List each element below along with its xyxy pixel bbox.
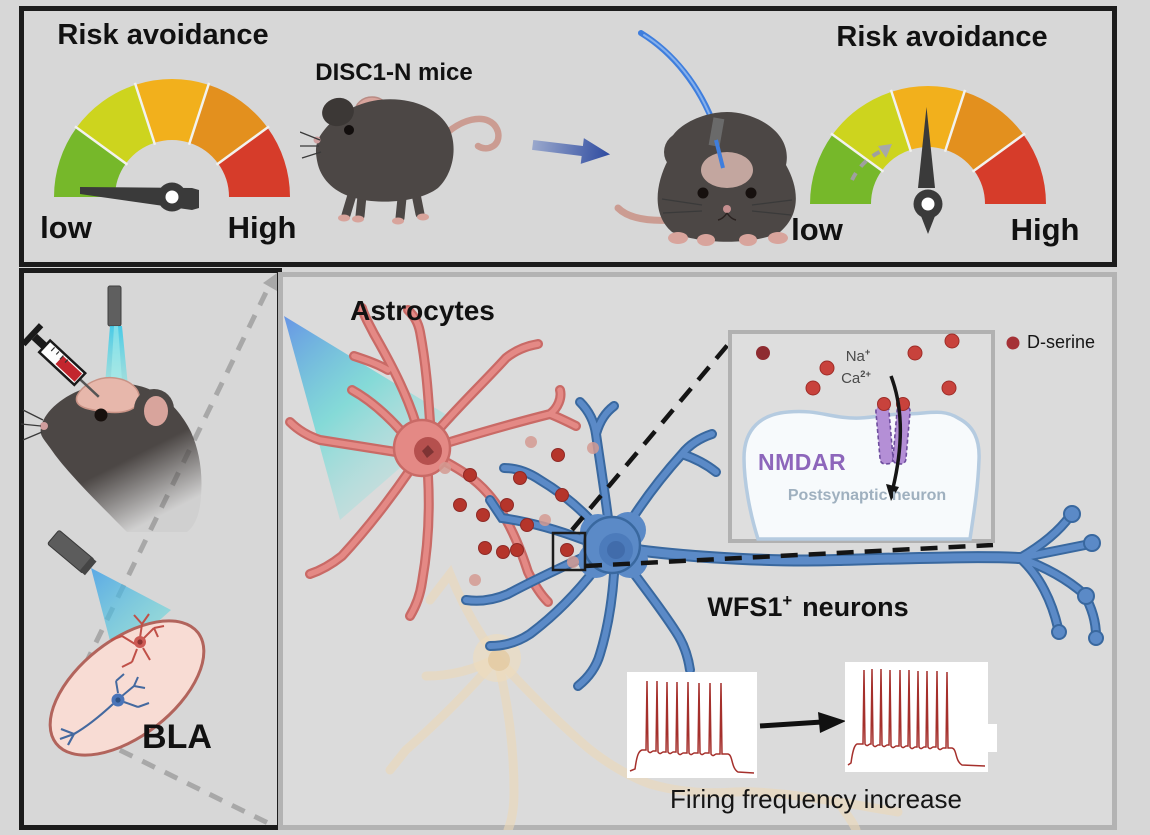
dserine-legend: D-serine <box>1006 332 1095 353</box>
mouse-eye <box>697 187 709 199</box>
dserine-legend-label: D-serine <box>1027 332 1096 352</box>
surgery-strip-panel: BLA <box>19 268 282 830</box>
gauge-segment-5 <box>973 134 1046 206</box>
astrocyte-cell <box>285 303 581 621</box>
gauge-right-title: Risk avoidance <box>836 21 1048 53</box>
gauge-segment-2 <box>76 84 156 165</box>
gauge-left-title: Risk avoidance <box>57 19 269 51</box>
dserine-legend-dot <box>1006 336 1020 349</box>
gauge-segment-2 <box>832 91 912 172</box>
mini-blue-neuron <box>59 673 150 746</box>
callout-dash-bottom <box>584 542 994 569</box>
axon-terminal <box>1088 630 1104 646</box>
syringe-icon <box>21 323 100 398</box>
axon-terminal <box>1051 624 1067 640</box>
mouse-eye <box>745 187 757 199</box>
synapse-callout-rect <box>551 531 587 572</box>
implanted-mouse-illustration <box>614 30 796 246</box>
gauge-right-low-label: low <box>791 212 843 247</box>
exposed-brain <box>75 376 140 414</box>
axon-terminal <box>1077 587 1095 605</box>
disc1-mouse-illustration <box>300 96 502 225</box>
postsynaptic-membrane <box>742 409 981 541</box>
optic-fiber <box>107 285 122 327</box>
nmdar-inset: Na+ Ca2+ NMDAR Postsynaptic neuron <box>728 330 995 543</box>
dserine-dots <box>439 436 599 586</box>
wfs1-rest: neurons <box>802 592 909 622</box>
arrow-right-icon <box>532 138 611 164</box>
mouse-eye <box>344 125 354 135</box>
ion-flow-arrow <box>889 375 902 489</box>
gauge-needle <box>918 107 935 188</box>
firing-frequency-caption: Firing frequency increase <box>670 784 962 814</box>
gauge-change-dashed-arrow <box>850 148 885 181</box>
mini-red-neuron <box>110 613 165 668</box>
disc1-mice-label: DISC1-N mice <box>315 59 473 86</box>
firing-trace-after <box>845 662 997 772</box>
risk-gauge-left <box>54 79 290 212</box>
inset-dserine-dots <box>756 333 960 396</box>
fiber-ferrule <box>708 117 725 147</box>
trace-arrow-icon <box>759 712 846 733</box>
astrocytes-label: Astrocytes <box>350 295 495 326</box>
callout-dash-top <box>570 339 733 532</box>
nmdar-inset-illustration <box>742 333 981 541</box>
mouse-ear <box>144 396 168 426</box>
wfs1-neurons-label: WFS1+ neurons <box>683 592 933 621</box>
mouse-eye <box>94 408 108 422</box>
mouse-nose <box>40 422 48 430</box>
optic-fiber-bla <box>47 530 97 576</box>
mouse-nose <box>723 205 731 213</box>
gauge-segment-3 <box>891 86 965 151</box>
gauge-left-high-label: High <box>227 210 297 245</box>
axon-terminal <box>1083 534 1101 552</box>
na-ion-label: Na+ <box>845 347 871 365</box>
cells-illustration <box>284 303 1104 830</box>
gauge-segment-1 <box>810 134 883 206</box>
surgery-illustration <box>20 285 206 757</box>
firing-trace-before <box>627 672 757 778</box>
mouse-tail <box>430 115 502 152</box>
gauge-segment-4 <box>944 91 1024 172</box>
gauge-segment-4 <box>188 84 268 165</box>
wfs1-neuron-cell <box>461 397 1104 691</box>
dashed-arrowhead <box>263 273 277 291</box>
nmdar-label: NMDAR <box>758 449 847 475</box>
wfs1-base: WFS1 <box>707 592 783 622</box>
gauge-left-low-label: low <box>40 210 92 245</box>
gauge-segment-3 <box>135 79 209 144</box>
gauge-segment-5 <box>217 127 290 199</box>
mouse-ear-dark <box>322 97 354 127</box>
bla-magnified-panel: Astrocytes WFS1+ neurons D-serine <box>278 272 1117 830</box>
photostimulation-beam <box>284 316 455 520</box>
axon-terminal <box>1063 505 1081 523</box>
top-panel: Risk avoidance low High D <box>19 6 1117 267</box>
bla-region-label: BLA <box>142 718 212 756</box>
wfs1-sup: + <box>782 591 793 610</box>
postsynaptic-neuron-label: Postsynaptic neuron <box>787 487 947 504</box>
gauge-right-high-label: High <box>1010 212 1080 247</box>
risk-gauge-right <box>810 86 1046 234</box>
light-beam-bla <box>91 568 171 660</box>
ca-ion-label: Ca2+ <box>841 369 871 387</box>
bla-region-oval <box>48 619 206 757</box>
head-implant-patch <box>701 152 753 188</box>
mouse-body <box>315 99 454 202</box>
